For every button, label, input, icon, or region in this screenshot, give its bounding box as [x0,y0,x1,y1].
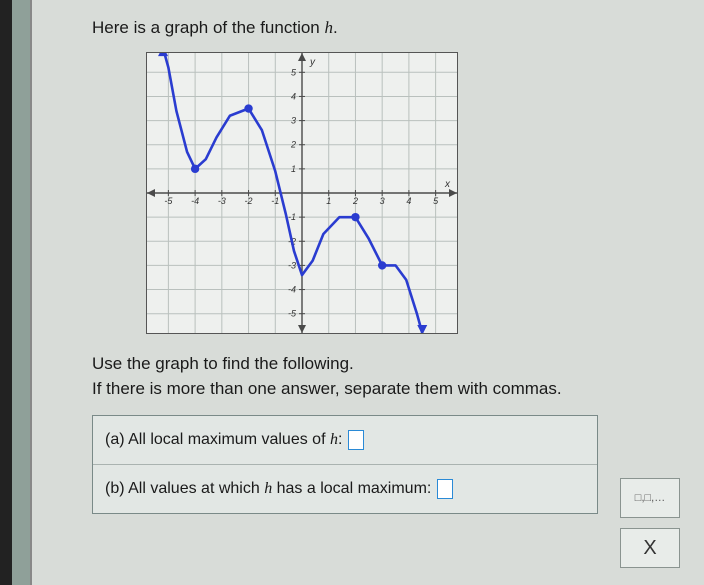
answer-input-a[interactable] [348,430,364,450]
graph-svg: -5-4-3-2-112345-5-4-3-2-112345yx [147,53,457,333]
answers-box: (a) All local maximum values of h: (b) A… [92,415,598,514]
svg-text:-4: -4 [288,285,296,295]
svg-text:-1: -1 [288,212,296,222]
svg-text:4: 4 [291,91,296,101]
window-edge [0,0,12,585]
qa-a-text: (a) All local maximum values of h: [105,431,342,449]
qa-b-label: (b) All values at which [105,480,264,497]
qa-b-fn: h [264,480,272,497]
title-fn: h [324,18,333,37]
comma-hint-button[interactable]: □,□,… [620,478,680,518]
page-content: Here is a graph of the function h. -5 -4 -… [30,0,704,585]
svg-text:1: 1 [291,164,296,174]
svg-text:2: 2 [352,196,358,206]
close-button[interactable]: X [620,528,680,568]
svg-text:3: 3 [380,196,385,206]
qa-a-after: : [338,431,342,448]
page-title: Here is a graph of the function h. [92,18,704,38]
svg-text:4: 4 [406,196,411,206]
qa-b-text: (b) All values at which h has a local ma… [105,480,431,498]
instruction-line-2: If there is more than one answer, separa… [92,379,562,398]
svg-text:2: 2 [290,140,296,150]
instruction-line-1: Use the graph to find the following. [92,354,354,373]
svg-text:-3: -3 [288,260,296,270]
svg-text:-5: -5 [164,196,173,206]
svg-text:x: x [444,179,451,190]
svg-text:-2: -2 [245,196,253,206]
close-icon: X [643,537,656,560]
answer-row-a: (a) All local maximum values of h: [93,416,597,465]
graph-frame: -5-4-3-2-112345-5-4-3-2-112345yx [146,52,458,334]
qa-a-fn: h [330,431,338,448]
answer-row-b: (b) All values at which h has a local ma… [93,465,597,513]
svg-text:-3: -3 [218,196,226,206]
svg-text:3: 3 [291,116,296,126]
qa-a-label: (a) All local maximum values of [105,431,330,448]
svg-text:-4: -4 [191,196,199,206]
title-before: Here is a graph of the function [92,18,324,37]
qa-b-after: has a local maximum: [272,480,431,497]
svg-text:1: 1 [326,196,331,206]
svg-text:y: y [309,57,316,68]
answer-input-b[interactable] [437,479,453,499]
title-after: . [333,18,338,37]
svg-text:-5: -5 [288,309,297,319]
comma-hint-label: □,□,… [635,492,665,504]
svg-text:5: 5 [433,196,439,206]
instruction-text: Use the graph to find the following. If … [92,352,704,401]
svg-text:-1: -1 [271,196,279,206]
